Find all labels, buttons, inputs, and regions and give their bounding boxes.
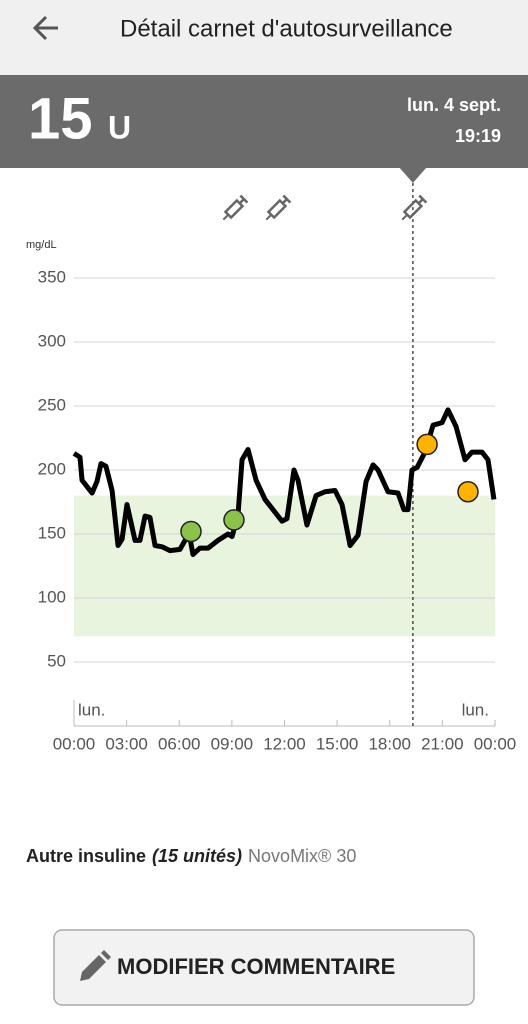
note-product: NovoMix® 30 — [248, 846, 356, 866]
app-bar — [0, 0, 528, 75]
x-tick-label: 15:00 — [316, 734, 359, 753]
glucose-reading — [457, 481, 479, 503]
injection-icon — [265, 194, 292, 221]
note: Autre insuline (15 unités) NovoMix® 30 — [26, 846, 356, 866]
injection-icon — [401, 194, 428, 221]
x-tick-label: 21:00 — [421, 734, 464, 753]
x-tick-label: 00:00 — [53, 734, 96, 753]
dose-unit: U — [108, 109, 131, 145]
x-tick-label: 09:00 — [211, 734, 254, 753]
dose-value: 15 — [28, 86, 93, 151]
glucose-reading — [416, 433, 438, 456]
edit-button[interactable] — [53, 929, 475, 1006]
pencil-icon — [80, 950, 111, 981]
syringe-needle — [401, 213, 408, 221]
x-tick-label: 03:00 — [105, 734, 148, 753]
y-tick-label: 250 — [38, 395, 66, 414]
x-tick-label: 00:00 — [474, 734, 517, 753]
cursor-notch — [398, 167, 427, 183]
x-tick-label: 18:00 — [368, 734, 411, 753]
syringe-handle — [418, 194, 428, 204]
day-label: lun. — [462, 700, 489, 719]
edit-button-label: MODIFIER COMMENTAIRE — [117, 954, 395, 979]
plot: 50 100 150 200 250 300 350 00:00 03:00 06:00 09:00… — [38, 167, 517, 753]
day-label: lun. — [78, 700, 105, 719]
page-title: Détail carnet d'autosurveillance — [120, 15, 453, 42]
x-tick-label: 12:00 — [263, 734, 306, 753]
y-tick-label: 200 — [38, 459, 66, 478]
header-band — [0, 75, 528, 168]
glucose-reading — [223, 509, 245, 531]
y-axis-label: mg/dL — [26, 239, 57, 251]
time: 19:19 — [455, 126, 501, 146]
date: lun. 4 sept. — [407, 95, 501, 115]
x-tick-label: 06:00 — [158, 734, 201, 753]
y-tick-label: 50 — [47, 651, 66, 670]
syringe-needle — [222, 213, 230, 221]
injection-icon — [222, 194, 249, 221]
y-tick-label: 150 — [38, 523, 66, 542]
glucose-line — [72, 407, 497, 557]
note-label: Autre insuline — [26, 846, 146, 866]
syringe-needle — [265, 213, 273, 221]
back-button[interactable] — [32, 15, 58, 41]
note-amount: (15 unités) — [152, 846, 242, 866]
y-tick-label: 100 — [38, 587, 66, 606]
glucose-reading — [180, 520, 202, 543]
y-tick-label: 350 — [38, 267, 66, 286]
syringe-handle — [282, 194, 292, 204]
y-tick-label: 300 — [38, 331, 66, 350]
target-range — [74, 495, 495, 637]
syringe-handle — [239, 194, 249, 204]
